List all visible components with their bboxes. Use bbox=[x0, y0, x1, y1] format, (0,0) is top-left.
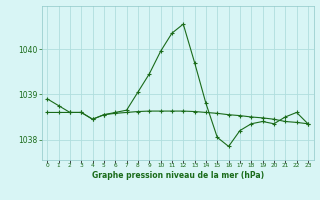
X-axis label: Graphe pression niveau de la mer (hPa): Graphe pression niveau de la mer (hPa) bbox=[92, 171, 264, 180]
